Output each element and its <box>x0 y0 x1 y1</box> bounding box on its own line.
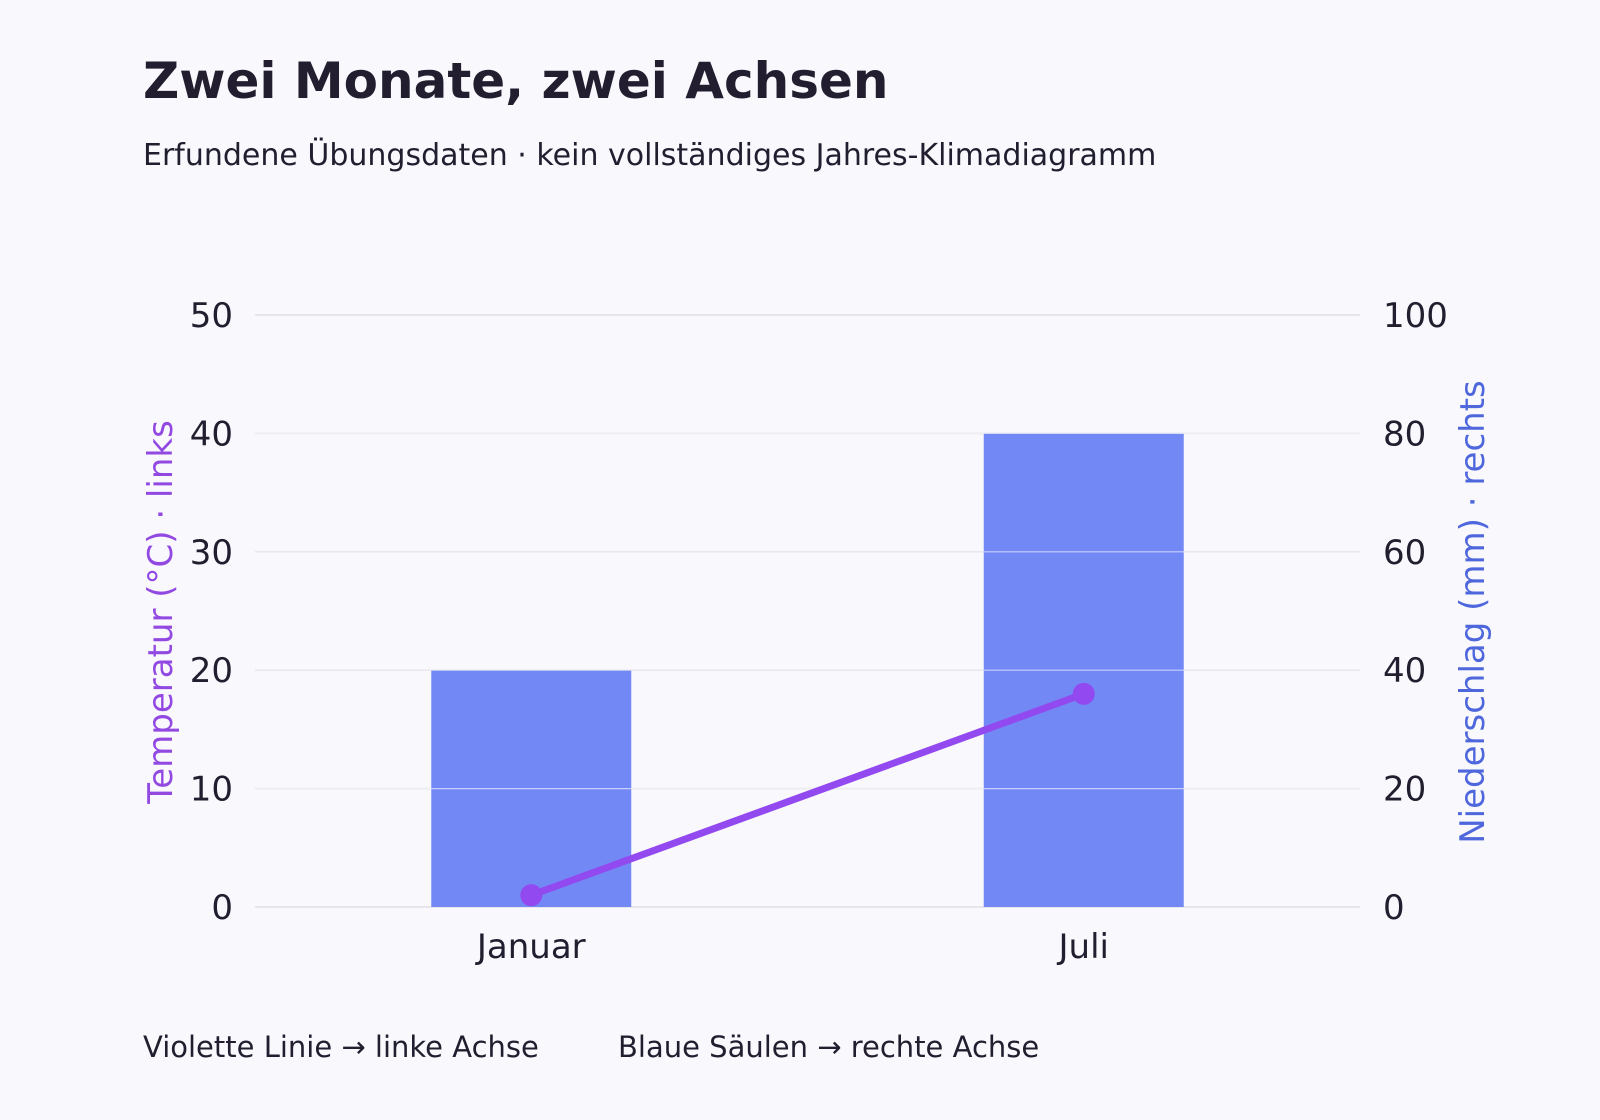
left-tick-label: 0 <box>211 888 233 928</box>
right-tick-label: 40 <box>1383 651 1426 691</box>
category-label: Januar <box>475 927 586 967</box>
right-tick-label: 60 <box>1383 533 1426 573</box>
temperature-line <box>520 682 1095 907</box>
legend-note-line: Violette Linie → linke Achse <box>143 1030 539 1064</box>
left-tick-label: 20 <box>190 651 233 691</box>
left-axis-label: Temperatur (°C) · links <box>141 420 181 805</box>
precipitation-bars <box>255 432 1360 907</box>
temperature-line-path <box>527 690 1088 899</box>
right-tick-label: 0 <box>1383 888 1405 928</box>
gridlines <box>255 314 1360 908</box>
left-tick-label: 30 <box>190 533 233 573</box>
temperature-point <box>520 884 543 907</box>
left-tick-label: 50 <box>190 296 233 336</box>
right-tick-label: 20 <box>1383 770 1426 810</box>
right-tick-label: 80 <box>1383 414 1426 454</box>
axis-ticks: 0 10 20 30 40 50 0 20 40 60 80 100 Januar Juli <box>190 296 1448 967</box>
right-axis-label: Niederschlag (mm) · rechts <box>1453 380 1493 844</box>
left-tick-label: 10 <box>190 770 233 810</box>
chart-title: Zwei Monate, zwei Achsen <box>143 52 889 110</box>
category-label: Juli <box>1057 927 1109 967</box>
chart-subtitle: Erfundene Übungsdaten · kein vollständig… <box>143 138 1157 173</box>
legend-note-bars: Blaue Säulen → rechte Achse <box>618 1030 1040 1064</box>
right-tick-label: 100 <box>1383 296 1448 336</box>
temperature-point <box>1072 682 1095 705</box>
left-tick-label: 40 <box>190 414 233 454</box>
